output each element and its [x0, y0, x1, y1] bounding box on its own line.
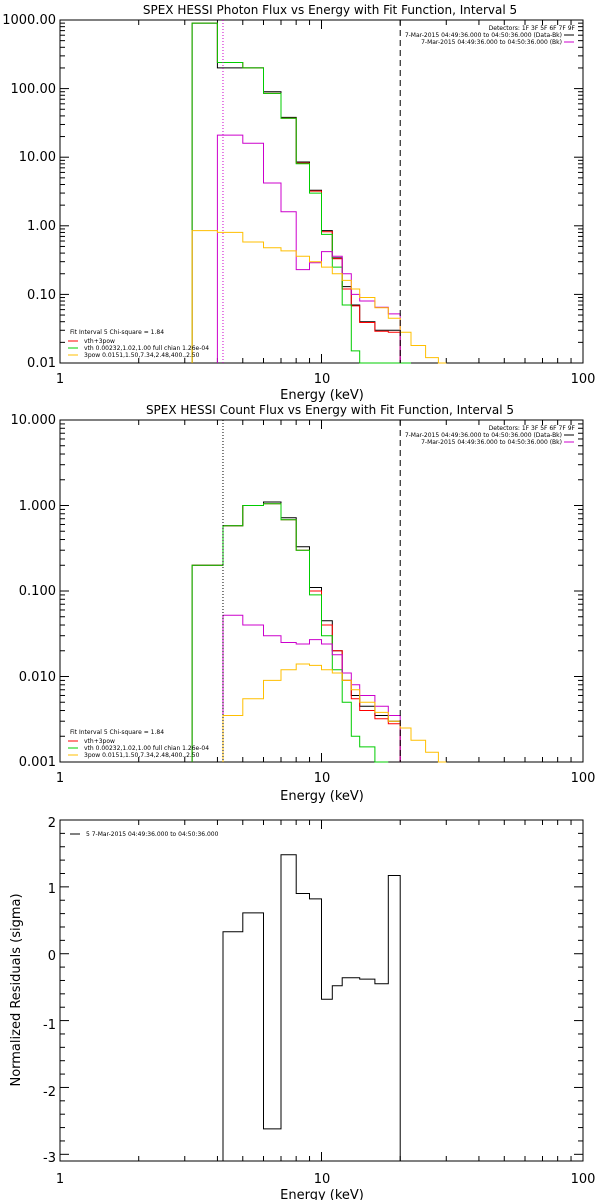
- resid-ylabel: Normalized Residuals (sigma): [9, 893, 24, 1086]
- count-ytick: 0.001: [19, 755, 56, 770]
- photon-xtick-1: 1: [56, 372, 64, 387]
- series-line-4: [222, 663, 447, 763]
- count-fit-entry: vth+3pow: [84, 738, 115, 745]
- count-legend-bk: 7-Mar-2015 04:49:36.000 to 04:50:36.000 …: [421, 439, 562, 446]
- series-line-0: [222, 854, 401, 1161]
- photon-ytick: 1000.00: [2, 13, 56, 28]
- photon-fit-header: Fit Interval 5 Chi-square = 1.84: [70, 329, 164, 336]
- photon-legend-data-bk: 7-Mar-2015 04:49:36.000 to 04:50:36.000 …: [405, 32, 562, 39]
- photon-ytick: 1.00: [27, 219, 56, 234]
- photon-fit-entry: vth 0.00232,1.02,1.00 full chian 1.26e-0…: [84, 345, 209, 352]
- photon-ytick: 0.10: [27, 288, 56, 303]
- residuals-series: [222, 854, 401, 1161]
- resid-ytick: 2: [48, 816, 56, 831]
- count-ytick: 0.100: [19, 584, 56, 599]
- count-fit-header: Fit Interval 5 Chi-square = 1.84: [70, 729, 164, 736]
- photon-legend-bk: 7-Mar-2015 04:49:36.000 to 04:50:36.000 …: [421, 39, 562, 46]
- count-ytick: 1.000: [19, 499, 56, 514]
- photon-ytick: 0.01: [27, 356, 56, 371]
- resid-ytick: 1: [48, 882, 56, 897]
- resid-xlabel: Energy (keV): [280, 1188, 364, 1200]
- count-ytick: 10.000: [11, 413, 57, 428]
- series-line-3: [222, 614, 401, 762]
- resid-ytick: -3: [43, 1151, 56, 1166]
- count-xlabel: Energy (keV): [280, 789, 364, 804]
- photon-fit-entry: 3pow 0.0151,1.50,7.34,2.48,400.,2.50: [84, 352, 200, 359]
- count-flux-vlines: [222, 420, 401, 762]
- count-flux-panel: SPEX HESSI Count Flux vs Energy with Fit…: [11, 403, 596, 804]
- photon-xtick-10: 10: [314, 372, 331, 387]
- count-xtick-1: 1: [56, 771, 64, 786]
- photon-flux-vlines: [222, 20, 401, 363]
- residuals-ticks: [59, 819, 583, 1161]
- count-ytick: 0.010: [19, 670, 56, 685]
- photon-ytick: 100.00: [11, 82, 57, 97]
- count-fit-entry: vth 0.00232,1.02,1.00 full chian 1.26e-0…: [84, 745, 209, 752]
- resid-legend: 5 7-Mar-2015 04:49:36.000 to 04:50:36.00…: [86, 831, 219, 838]
- series-line-3: [216, 134, 401, 363]
- photon-flux-title: SPEX HESSI Photon Flux vs Energy with Fi…: [143, 3, 517, 17]
- count-flux-title: SPEX HESSI Count Flux vs Energy with Fit…: [146, 403, 514, 417]
- count-flux-series: [191, 501, 447, 763]
- photon-flux-series: [191, 22, 447, 364]
- photon-flux-panel: SPEX HESSI Photon Flux vs Energy with Fi…: [2, 3, 595, 403]
- count-legend-detectors: Detectors: 1F 3F 5F 6F 7F 9F: [489, 425, 576, 432]
- photon-xlabel: Energy (keV): [280, 388, 364, 403]
- residuals-panel: 1 10 100 Energy (keV) -3 -2 -1 0 1 2 Nor…: [9, 816, 595, 1200]
- resid-ytick: -2: [43, 1085, 56, 1100]
- resid-xtick-100: 100: [571, 1172, 596, 1187]
- resid-ytick: 0: [48, 949, 56, 964]
- series-line-4: [191, 230, 447, 364]
- series-line-2: [191, 22, 411, 364]
- count-xtick-10: 10: [314, 771, 331, 786]
- photon-ytick: 10.00: [19, 150, 56, 165]
- photon-legend-detectors: Detectors: 1F 3F 5F 6F 7F 9F: [489, 25, 576, 32]
- resid-xtick-1: 1: [56, 1172, 64, 1187]
- count-flux-ticks: [59, 419, 583, 763]
- photon-fit-entry: vth+3pow: [84, 338, 115, 345]
- count-xtick-100: 100: [571, 771, 596, 786]
- series-line-2: [191, 503, 389, 763]
- count-fit-entry: 3pow 0.0151,1.50,7.34,2.48,400.,2.50: [84, 752, 200, 759]
- resid-ytick: -1: [43, 1018, 56, 1033]
- resid-xtick-10: 10: [314, 1172, 331, 1187]
- photon-xtick-100: 100: [571, 372, 596, 387]
- count-legend-data-bk: 7-Mar-2015 04:49:36.000 to 04:50:36.000 …: [405, 432, 562, 439]
